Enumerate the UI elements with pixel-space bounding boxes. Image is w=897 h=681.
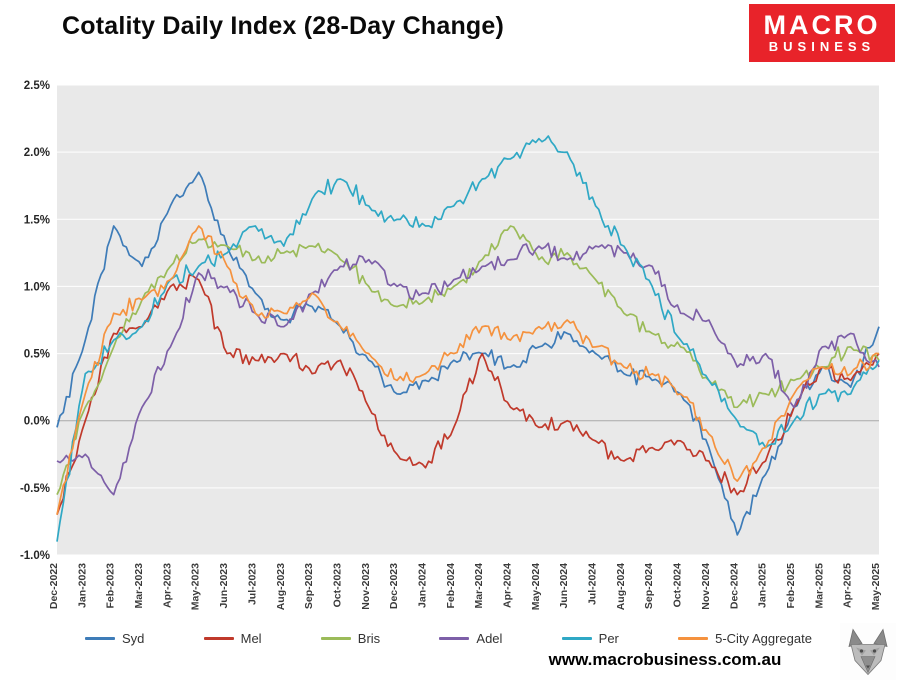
x-axis-label: Mar-2025	[813, 563, 825, 609]
x-axis-label: Jun-2023	[218, 563, 230, 609]
website-url: www.macrobusiness.com.au	[548, 650, 782, 669]
x-axis-label: Feb-2025	[785, 563, 797, 609]
x-axis-label: Feb-2023	[105, 563, 117, 609]
series-line-per	[56, 135, 880, 542]
x-axis-label: Mar-2023	[133, 563, 145, 609]
x-axis-label: Dec-2023	[388, 563, 400, 609]
x-axis-label: Oct-2024	[672, 563, 684, 608]
x-axis-label: May-2025	[870, 563, 882, 610]
legend-label-per: Per	[598, 630, 619, 646]
legend-item-bris: Bris	[320, 630, 381, 646]
x-axis-label: Jun-2024	[558, 563, 570, 609]
wolf-sketch-icon	[848, 628, 888, 676]
series-line-syd	[56, 171, 880, 536]
x-axis-label: Oct-2023	[331, 563, 343, 608]
x-axis-label: Sep-2024	[643, 563, 655, 609]
legend-swatch-mel	[203, 636, 234, 640]
y-axis-label: 1.0%	[24, 281, 50, 293]
x-axis-label: Jul-2024	[587, 563, 599, 605]
x-axis-label: May-2024	[530, 563, 542, 610]
x-axis-label: Apr-2025	[842, 563, 854, 608]
legend-label-5-city-aggregate: 5-City Aggregate	[715, 630, 812, 646]
x-axis-label: May-2023	[190, 563, 202, 610]
x-axis-label: Dec-2022	[48, 563, 60, 609]
x-axis-label: Jul-2023	[246, 563, 258, 605]
series-line-bris	[56, 225, 880, 495]
legend-label-mel: Mel	[240, 630, 262, 646]
x-axis-label: Sep-2023	[303, 563, 315, 609]
y-axis-label: 0.0%	[24, 416, 50, 428]
series-line-mel	[56, 274, 880, 515]
x-axis-label: Nov-2024	[700, 563, 712, 610]
x-axis-label: Aug-2023	[275, 563, 287, 610]
plot-area	[57, 85, 879, 555]
series-line-adel	[56, 242, 880, 496]
legend-swatch-5-city-aggregate	[678, 636, 709, 640]
x-axis-label: Jan-2025	[757, 563, 769, 608]
legend-item-5-city-aggregate: 5-City Aggregate	[678, 631, 812, 646]
x-axis-label: Dec-2024	[728, 563, 740, 609]
legend-item-adel: Adel	[439, 631, 502, 646]
legend-item-per: Per	[561, 630, 619, 646]
x-axis-label: Nov-2023	[360, 563, 372, 610]
y-axis-label: 2.0%	[24, 147, 50, 159]
line-chart: 2.5%2.0%1.5%1.0%0.5%0.0%-0.5%-1.0%Dec-20…	[20, 80, 882, 610]
y-axis-label: 1.5%	[24, 214, 50, 226]
x-axis-label: Apr-2023	[161, 563, 173, 608]
macrobusiness-logo: MACRO BUSINESS	[749, 4, 895, 62]
legend-item-syd: Syd	[85, 631, 144, 646]
legend-label-syd: Syd	[122, 630, 145, 646]
x-axis-label: Apr-2024	[502, 563, 514, 608]
legend-swatch-per	[561, 636, 592, 640]
y-axis-label: 2.5%	[24, 80, 50, 92]
y-axis-label: 0.5%	[24, 349, 50, 361]
x-axis-label: Mar-2024	[473, 563, 485, 609]
chart-legend: Syd Mel Bris Adel Per 5-City Aggregate	[85, 628, 812, 648]
x-axis-label: Feb-2024	[445, 563, 457, 609]
logo-text-macro: MACRO	[763, 10, 881, 41]
series-line-5-city-aggregate	[56, 225, 880, 515]
x-axis-label: Jan-2023	[76, 563, 88, 608]
page-title: Cotality Daily Index (28-Day Change)	[62, 12, 505, 40]
logo-text-business: BUSINESS	[768, 39, 876, 55]
legend-swatch-adel	[439, 636, 470, 640]
y-axis-label: -1.0%	[20, 550, 50, 562]
y-axis-label: -0.5%	[20, 483, 50, 495]
legend-swatch-bris	[320, 636, 351, 640]
wolf-logo	[840, 623, 896, 680]
legend-item-mel: Mel	[203, 630, 262, 646]
x-axis-label: Jan-2024	[416, 563, 428, 608]
legend-swatch-syd	[85, 636, 115, 640]
x-axis-label: Aug-2024	[615, 563, 627, 610]
legend-label-adel: Adel	[476, 630, 503, 646]
legend-label-bris: Bris	[357, 630, 381, 646]
